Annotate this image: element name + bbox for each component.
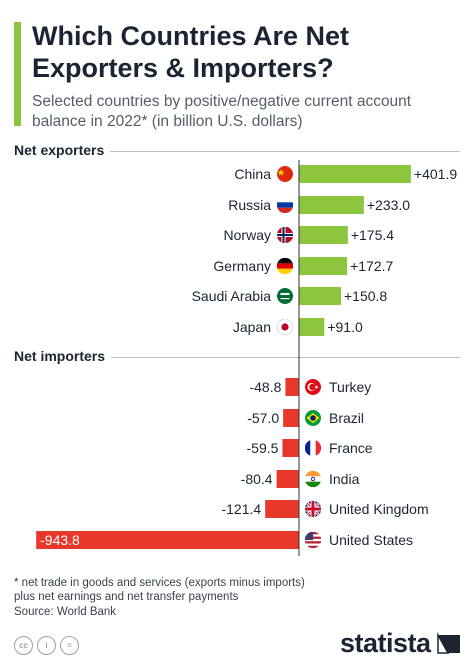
attribution-icon[interactable]: i	[37, 636, 56, 655]
category-label-turkey: Turkey	[329, 379, 371, 395]
bar-germany	[299, 257, 348, 275]
norway-flag-icon	[277, 227, 293, 243]
value-label-france: -59.5	[247, 440, 279, 456]
statista-logo-text[interactable]: statista	[340, 628, 431, 658]
bar-france	[282, 439, 299, 457]
india-flag-icon	[305, 471, 321, 488]
category-label-france: France	[329, 440, 373, 456]
category-label-india: India	[329, 471, 360, 487]
title-accent-bar	[14, 22, 21, 126]
category-label-norway: Norway	[224, 227, 271, 243]
value-label-germany: +172.7	[350, 258, 393, 274]
bar-china	[299, 165, 411, 183]
bar-norway	[299, 226, 348, 244]
value-label-saudi-arabia: +150.8	[344, 288, 387, 304]
value-label-united-kingdom: -121.4	[221, 501, 261, 517]
brazil-flag-icon	[305, 410, 321, 426]
value-label-brazil: -57.0	[247, 410, 279, 426]
no-derivatives-icon[interactable]: =	[60, 636, 79, 655]
value-label-norway: +175.4	[351, 227, 394, 243]
china-flag-icon	[277, 166, 293, 182]
bar-russia	[299, 196, 364, 214]
exporters-section-label: Net exporters	[14, 142, 111, 158]
bar-united-kingdom	[265, 500, 299, 518]
category-label-china: China	[234, 166, 271, 182]
chart-subtitle: Selected countries by positive/negative …	[32, 93, 412, 130]
bar-saudi-arabia	[299, 287, 341, 305]
category-label-japan: Japan	[233, 319, 271, 335]
turkey-flag-icon	[305, 379, 321, 395]
chart-title: Which Countries Are Net Exporters & Impo…	[32, 21, 350, 83]
value-label-turkey: -48.8	[249, 379, 281, 395]
category-label-saudi-arabia: Saudi Arabia	[192, 288, 272, 304]
united-kingdom-flag-icon	[304, 500, 322, 518]
japan-flag-icon	[276, 318, 294, 336]
creative-commons-icon[interactable]: cc	[14, 636, 33, 655]
bar-india	[276, 470, 299, 488]
france-flag-icon	[305, 440, 322, 456]
bar-turkey	[285, 378, 299, 396]
saudi-arabia-flag-icon	[277, 288, 293, 304]
value-label-united-states: -943.8	[40, 532, 80, 548]
category-label-united-states: United States	[329, 532, 413, 548]
russia-flag-icon	[277, 197, 293, 214]
value-label-japan: +91.0	[327, 319, 363, 335]
category-label-brazil: Brazil	[329, 410, 364, 426]
importers-section-label: Net importers	[14, 348, 112, 364]
bar-japan	[299, 318, 325, 336]
value-label-india: -80.4	[241, 471, 273, 487]
value-label-china: +401.9	[414, 166, 457, 182]
bar-united-states	[36, 531, 299, 549]
united-states-flag-icon	[305, 532, 321, 549]
exporters-divider	[14, 151, 460, 152]
source-note: Source: World Bank	[14, 606, 117, 618]
category-label-united-kingdom: United Kingdom	[329, 501, 429, 517]
germany-flag-icon	[277, 258, 293, 275]
statista-logo-icon	[437, 632, 460, 654]
bar-brazil	[283, 409, 299, 427]
importers-divider	[14, 357, 460, 358]
license-icons: cc i =	[14, 636, 79, 655]
value-label-russia: +233.0	[367, 197, 410, 213]
footnote: * net trade in goods and services (expor…	[14, 577, 305, 603]
category-label-russia: Russia	[228, 197, 271, 213]
category-label-germany: Germany	[213, 258, 271, 274]
